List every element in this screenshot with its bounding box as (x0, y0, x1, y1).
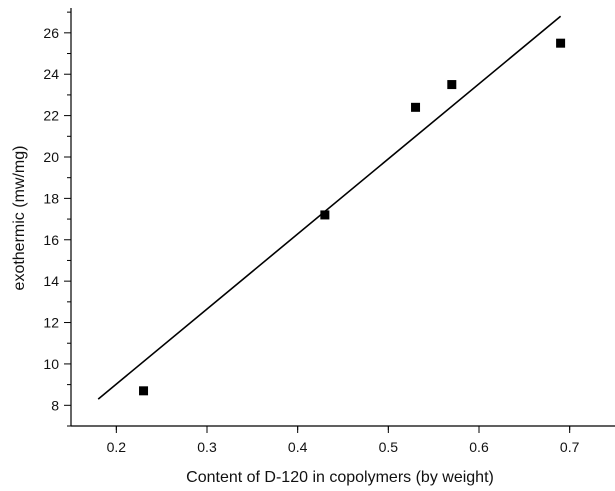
data-point (556, 38, 566, 48)
data-point (447, 80, 457, 90)
data-point (411, 102, 421, 112)
plot-area (97, 15, 566, 400)
y-tick-label: 8 (51, 397, 59, 413)
fit-line (97, 15, 562, 400)
x-tick-label: 0.2 (107, 439, 127, 455)
y-tick-label: 18 (43, 190, 59, 206)
x-tick-label: 0.5 (379, 439, 399, 455)
x-tick-label: 0.7 (560, 439, 580, 455)
axes: 0.2 0.3 0.4 0.5 0.6 0.7 8 10 12 14 16 18 20 22 24 26 (43, 8, 615, 455)
y-axis-title: exothermic (mw/mg) (11, 146, 28, 291)
data-point (320, 210, 330, 220)
y-tick-label: 24 (43, 66, 59, 82)
x-axis-title: Content of D-120 in copolymers (by weigh… (186, 469, 494, 486)
x-tick-label: 0.6 (469, 439, 489, 455)
data-point (139, 386, 149, 396)
y-tick-label: 12 (43, 315, 59, 331)
y-tick-label: 22 (43, 108, 59, 124)
y-tick-label: 16 (43, 232, 59, 248)
y-tick-label: 14 (43, 273, 59, 289)
y-tick-label: 26 (43, 25, 59, 41)
y-tick-label: 10 (43, 356, 59, 372)
x-tick-label: 0.3 (197, 439, 217, 455)
x-tick-label: 0.4 (288, 439, 308, 455)
y-tick-label: 20 (43, 149, 59, 165)
